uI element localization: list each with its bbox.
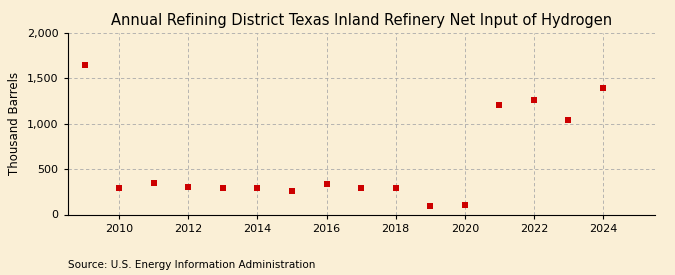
Title: Annual Refining District Texas Inland Refinery Net Input of Hydrogen: Annual Refining District Texas Inland Re…: [111, 13, 612, 28]
Y-axis label: Thousand Barrels: Thousand Barrels: [8, 72, 22, 175]
Text: Source: U.S. Energy Information Administration: Source: U.S. Energy Information Administ…: [68, 260, 315, 270]
